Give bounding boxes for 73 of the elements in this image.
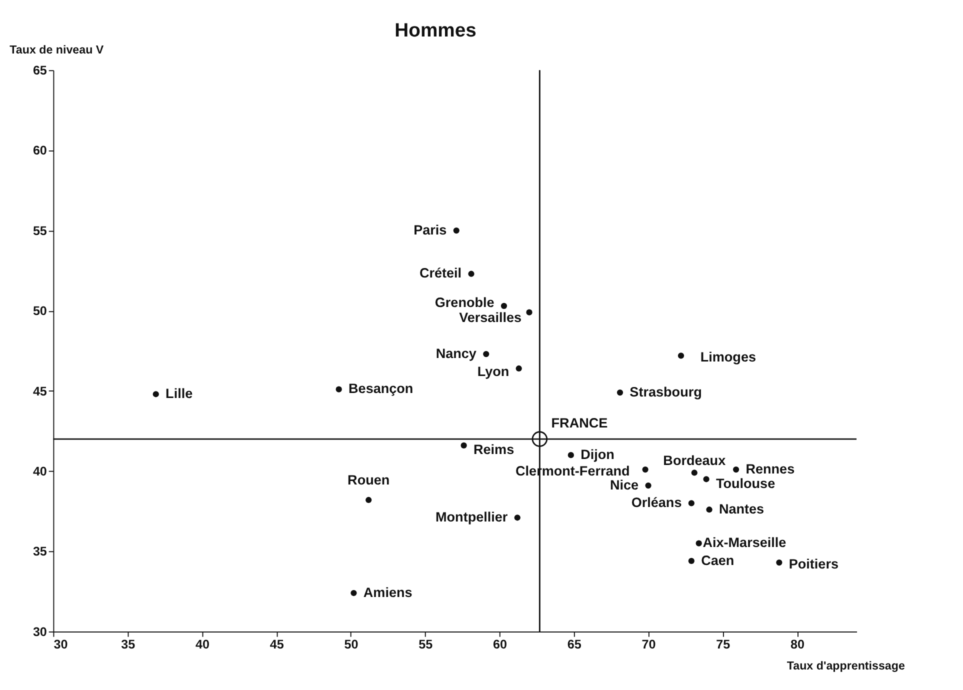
point — [526, 309, 532, 316]
point — [688, 558, 694, 564]
series-label: Caen — [701, 552, 734, 568]
point — [460, 442, 467, 449]
point — [483, 350, 490, 358]
x-tick-label: 45 — [270, 637, 284, 652]
series-label: Paris — [414, 222, 447, 238]
y-tick-label: 65 — [32, 64, 47, 78]
x-tick-label: 70 — [642, 637, 656, 652]
point — [532, 431, 548, 447]
series-label: Nantes — [718, 501, 764, 516]
x-tick-label: 75 — [716, 637, 730, 652]
point — [350, 590, 357, 596]
series-label: Créteil — [419, 266, 462, 281]
series-label: Nancy — [436, 346, 477, 361]
y-tick-label: 40 — [32, 464, 47, 478]
point — [776, 559, 782, 566]
y-tick-label: 35 — [32, 544, 47, 559]
x-axis-title: Taux d'apprentissage — [786, 659, 906, 672]
point — [568, 452, 574, 458]
point — [453, 227, 460, 234]
x-tick-label: 55 — [418, 637, 433, 652]
point — [696, 540, 702, 546]
point — [616, 389, 624, 396]
point — [336, 386, 342, 392]
x-tick-label: 30 — [54, 637, 68, 652]
chart-title: Hommes — [394, 19, 476, 42]
point — [366, 496, 372, 504]
point — [688, 500, 694, 506]
series-label: Rouen — [348, 472, 390, 488]
x-tick-label: 60 — [492, 637, 507, 652]
series-label: FRANCE — [551, 415, 608, 430]
series-label: Lyon — [477, 364, 510, 380]
series-label: Toulouse — [716, 476, 776, 491]
x-tick-label: 50 — [344, 637, 358, 652]
series-label: Versailles — [459, 310, 522, 326]
point — [703, 476, 710, 482]
series-label: Limoges — [700, 349, 756, 364]
point — [468, 270, 474, 277]
point — [732, 466, 740, 473]
y-tick-label: 60 — [32, 144, 47, 158]
point — [514, 514, 520, 521]
series-label: Nice — [610, 477, 640, 492]
series-label: Lille — [166, 386, 194, 402]
point — [691, 470, 698, 476]
series-label: Rennes — [746, 461, 795, 476]
point — [706, 506, 712, 513]
series-label: Orléans — [631, 495, 682, 510]
x-tick-label: 35 — [121, 637, 136, 652]
y-axis-title: Taux de niveau V — [10, 44, 104, 57]
y-tick-label: 45 — [32, 384, 47, 398]
x-tick-label: 40 — [195, 637, 210, 652]
x-tick-label: 65 — [567, 637, 582, 652]
point — [152, 391, 159, 398]
series-label: Dijon — [580, 446, 614, 462]
y-tick-label: 30 — [32, 624, 47, 639]
series-label: Amiens — [363, 584, 412, 600]
point — [645, 482, 652, 489]
series-label: Strasbourg — [630, 384, 702, 400]
series-label: Poitiers — [788, 556, 838, 572]
series-label: Besançon — [348, 381, 414, 396]
series-label: Aix-Marseille — [702, 535, 787, 550]
y-tick-label: 55 — [32, 224, 47, 238]
point — [500, 302, 508, 309]
series-label: Bordeaux — [663, 452, 726, 468]
point — [678, 352, 684, 359]
y-tick-label: 50 — [32, 304, 47, 318]
point — [642, 466, 648, 473]
series-label: Reims — [473, 442, 514, 458]
point — [516, 365, 522, 372]
series-label: Grenoble — [434, 294, 495, 310]
x-tick-label: 80 — [790, 637, 805, 652]
series-label: Montpellier — [436, 510, 508, 525]
